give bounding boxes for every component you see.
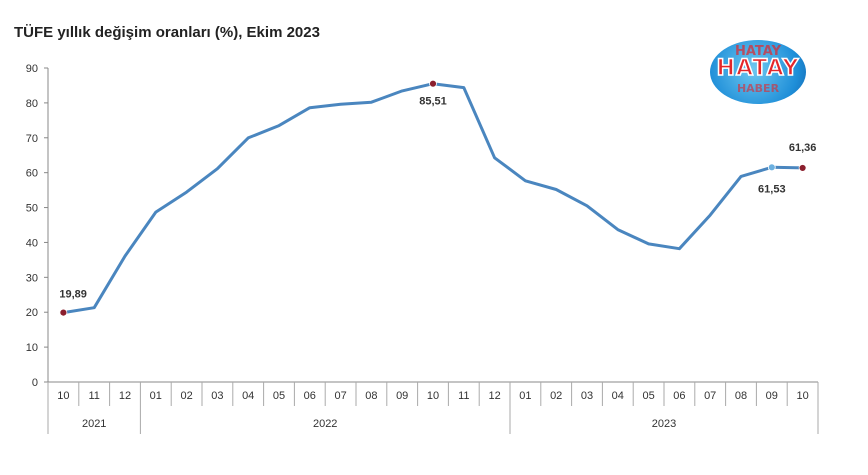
x-tick-label: 05 — [642, 390, 654, 402]
year-label: 2023 — [652, 418, 676, 430]
data-point-marker — [798, 164, 807, 172]
x-tick-label: 02 — [180, 390, 192, 402]
x-tick-label: 10 — [57, 390, 69, 402]
logo-ring-text-top: HATAY — [734, 44, 782, 59]
y-tick-label: 60 — [26, 168, 38, 180]
x-tick-label: 11 — [458, 390, 469, 402]
x-tick-label: 08 — [735, 390, 747, 402]
chart-title: TÜFE yıllık değişim oranları (%), Ekim 2… — [14, 24, 320, 41]
y-tick-label: 80 — [26, 98, 38, 110]
x-tick-label: 01 — [519, 390, 531, 402]
x-tick-label: 07 — [704, 390, 716, 402]
x-tick-label: 04 — [612, 390, 624, 402]
data-label: 61,36 — [789, 142, 817, 154]
x-tick-label: 07 — [334, 390, 346, 402]
y-tick-label: 30 — [26, 272, 38, 284]
x-tick-label: 05 — [273, 390, 285, 402]
year-label: 2022 — [313, 418, 337, 430]
data-point-marker — [59, 308, 68, 317]
data-point-marker — [429, 79, 437, 88]
x-tick-label: 11 — [88, 390, 99, 402]
logo-text: HATAY — [716, 55, 800, 82]
x-tick-label: 06 — [673, 390, 685, 402]
x-tick-label: 03 — [581, 390, 593, 402]
data-label: 19,89 — [59, 289, 87, 301]
x-tick-label: 10 — [796, 390, 808, 402]
x-tick-label: 12 — [119, 390, 131, 402]
x-tick-label: 06 — [304, 390, 316, 402]
x-tick-label: 09 — [396, 390, 408, 402]
x-tick-label: 01 — [150, 390, 162, 402]
y-tick-label: 10 — [26, 342, 38, 354]
x-tick-label: 03 — [211, 390, 223, 402]
data-label: 61,53 — [758, 183, 786, 195]
x-tick-label: 10 — [427, 390, 439, 402]
logo-ring-text-bottom: HABER — [736, 82, 780, 95]
y-tick-label: 40 — [26, 237, 38, 249]
x-tick-label: 09 — [766, 390, 778, 402]
y-tick-label: 20 — [26, 307, 38, 319]
y-tick-label: 0 — [32, 377, 38, 389]
y-tick-label: 90 — [26, 63, 38, 75]
x-tick-label: 02 — [550, 390, 562, 402]
x-tick-label: 12 — [488, 390, 500, 402]
y-tick-label: 70 — [26, 133, 38, 145]
hatay-logo: HATAY HATAY HABER — [710, 40, 806, 104]
data-label: 85,51 — [419, 96, 447, 108]
x-tick-label: 08 — [365, 390, 377, 402]
data-point-marker — [767, 163, 776, 172]
y-tick-label: 50 — [26, 203, 38, 215]
logo-oval — [710, 40, 806, 104]
series-line — [61, 82, 805, 315]
year-label: 2021 — [82, 418, 106, 430]
x-tick-label: 04 — [242, 390, 254, 402]
